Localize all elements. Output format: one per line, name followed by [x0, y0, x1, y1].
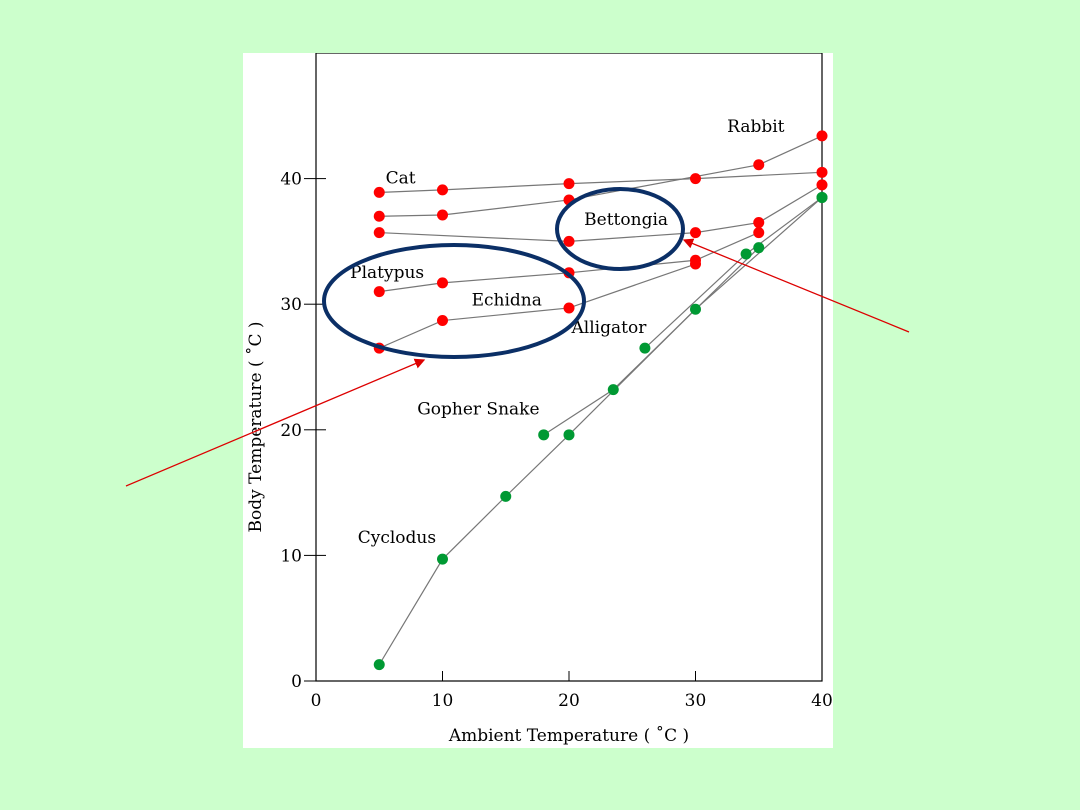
data-point-echidna [563, 302, 575, 314]
series-line-cyclodus [378, 196, 823, 665]
data-point-platypus [437, 277, 448, 289]
data-point-bettongia [690, 227, 701, 239]
series-label-cyclodus: Cyclodus [358, 528, 436, 548]
data-point-rabbit [373, 210, 385, 222]
series-label-cat: Cat [386, 169, 416, 189]
data-point-cat [373, 186, 385, 198]
y-tick-label: 10 [280, 546, 302, 566]
y-tick-label: 40 [280, 170, 302, 190]
data-point-cyclodus [690, 303, 701, 315]
chart-panel: 0 10 20 30 40 0 10 20 30 40 Cat Rabbit Bettongia Pla… [243, 52, 833, 748]
plot-frame [315, 52, 823, 682]
data-point-platypus [373, 286, 385, 298]
data-point-cat [563, 178, 575, 190]
x-axis-label: Ambient Temperature ( ˚C ) [448, 726, 689, 746]
data-point-echidna [437, 315, 448, 327]
data-point-rabbit [816, 130, 828, 142]
data-point-cat [437, 184, 448, 196]
y-tick-label: 20 [280, 421, 302, 441]
y-tick-label: 30 [280, 295, 302, 315]
data-point-bettongia [816, 179, 828, 191]
data-point-bettongia [563, 235, 575, 247]
data-point-rabbit [753, 159, 765, 171]
series-label-rabbit: Rabbit [727, 117, 785, 137]
body-temperature-chart: 0 10 20 30 40 0 10 20 30 40 Cat Rabbit Bettongia Pla… [246, 52, 833, 746]
y-axis-label: Body Temperature ( ˚C ) [246, 322, 266, 533]
y-tick-label: 0 [291, 672, 302, 692]
series-label-bettongia: Bettongia [584, 210, 668, 230]
data-point-gopher-snake [538, 429, 550, 441]
axes: 0 10 20 30 40 0 10 20 30 40 [280, 52, 833, 711]
data-point-alligator [740, 248, 752, 260]
data-point-echidna [373, 342, 385, 354]
series-label-echidna: Echidna [472, 290, 542, 310]
data-point-gopher-snake [607, 384, 619, 396]
data-point-bettongia [373, 227, 385, 239]
data-point-cyclodus [563, 429, 575, 441]
data-point-cyclodus [816, 191, 828, 203]
data-point-alligator [639, 342, 651, 354]
data-point-platypus [753, 227, 765, 239]
data-point-cyclodus [500, 490, 512, 502]
data-point-rabbit [437, 209, 448, 221]
data-point-gopher-snake [753, 242, 765, 254]
data-point-cyclodus [437, 553, 448, 565]
data-point-platypus [563, 267, 575, 279]
series-line-gopher-snake [543, 247, 760, 436]
series-label-alligator: Alligator [571, 318, 648, 338]
data-point-cat [690, 173, 701, 185]
x-tick-label: 30 [685, 691, 707, 711]
x-tick-label: 40 [811, 691, 833, 711]
data-point-rabbit [563, 194, 575, 206]
x-tick-label: 10 [432, 691, 454, 711]
series-label-gopher-snake: Gopher Snake [417, 400, 539, 420]
data-point-cat [816, 166, 828, 178]
x-tick-label: 20 [558, 691, 580, 711]
data-point-cyclodus [373, 659, 385, 671]
x-tick-label: 0 [311, 691, 322, 711]
series-label-platypus: Platypus [350, 263, 424, 283]
data-point-bettongia [753, 217, 765, 229]
data-point-echidna [690, 258, 701, 270]
